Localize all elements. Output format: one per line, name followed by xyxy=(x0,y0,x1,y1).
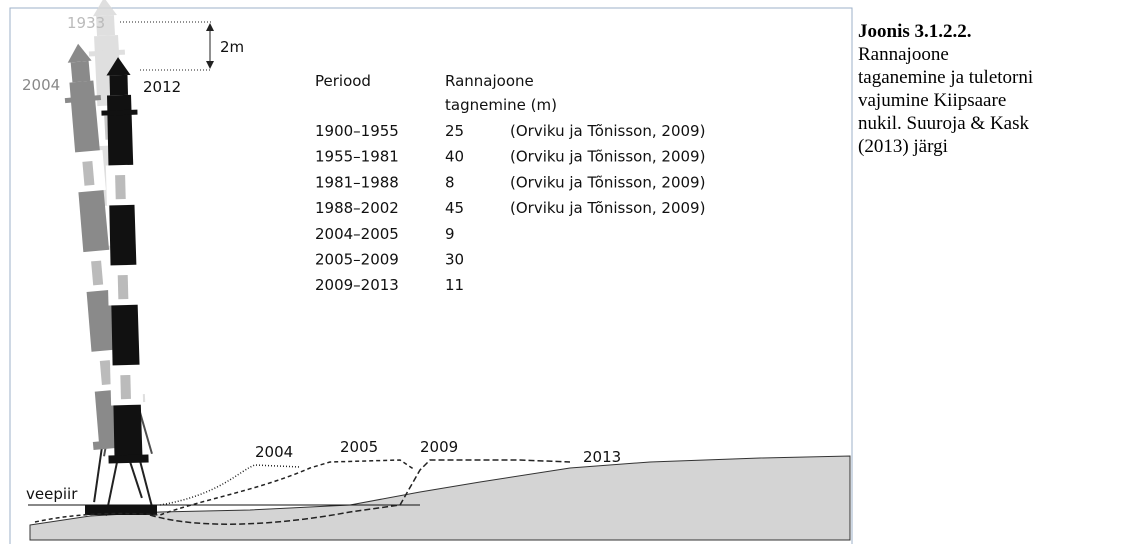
table-header: Rannajoone xyxy=(445,72,534,90)
table-cell: 1988–2002 xyxy=(315,199,399,217)
caption-text: Rannajoone taganemine ja tuletorni vajumin… xyxy=(858,43,1133,158)
tower-year: 2004 xyxy=(22,76,60,94)
caption-line: vajumine Kiipsaare xyxy=(858,90,1007,111)
table-cell: 40 xyxy=(445,148,464,166)
caption-line: (2013) järgi xyxy=(858,136,948,157)
shore-2009 xyxy=(149,459,571,525)
shore-2005 xyxy=(34,459,416,523)
table-cell: 1981–1988 xyxy=(315,173,399,191)
table-cell: 2009–2013 xyxy=(315,276,399,294)
table-cell: 1955–1981 xyxy=(315,148,399,166)
caption-title: Joonis 3.1.2.2. xyxy=(858,21,972,42)
table-cell: 8 xyxy=(445,173,455,191)
caption: Joonis 3.1.2.2. Rannajoone taganemine ja … xyxy=(858,20,1133,158)
caption-line: taganemine ja tuletorni xyxy=(858,67,1034,88)
ground xyxy=(29,455,851,541)
table-cell: 9 xyxy=(445,225,455,243)
table-header: Periood xyxy=(315,72,371,90)
table-cell: 30 xyxy=(445,251,464,269)
shore-year: 2005 xyxy=(340,438,378,456)
table-cell: (Orviku ja Tõnisson, 2009) xyxy=(510,173,705,191)
arrow-head xyxy=(206,61,214,69)
table-cell: 2005–2009 xyxy=(315,251,399,269)
table-header: tagnemine (m) xyxy=(445,96,557,114)
shore-year: 2004 xyxy=(255,443,293,461)
shore-2004 xyxy=(159,464,301,506)
table-cell: (Orviku ja Tõnisson, 2009) xyxy=(510,122,705,140)
table-rows: 1900–1955 25 (Orviku ja Tõnisson, 2009) 195… xyxy=(315,122,705,294)
shore-year: 2009 xyxy=(420,438,458,456)
tower-year: 1933 xyxy=(67,14,105,32)
shore-year: 2013 xyxy=(583,448,621,466)
tower-year: 2012 xyxy=(143,78,181,96)
tower-base xyxy=(85,505,157,515)
table-cell: (Orviku ja Tõnisson, 2009) xyxy=(510,148,705,166)
table-cell: 25 xyxy=(445,122,464,140)
waterline-label: veepiir xyxy=(26,485,78,503)
arrow-head xyxy=(206,23,214,31)
table-cell: 1900–1955 xyxy=(315,122,399,140)
frame xyxy=(9,7,853,544)
table-cell: 45 xyxy=(445,199,464,217)
figure: 1933 2004 2012 2m 2004 2005 2009 2013 ve… xyxy=(9,0,853,544)
caption-line: nukil. Suuroja & Kask xyxy=(858,113,1029,134)
table-cell: 11 xyxy=(445,276,464,294)
height-label: 2m xyxy=(220,38,244,56)
table-cell: (Orviku ja Tõnisson, 2009) xyxy=(510,199,705,217)
caption-line: Rannajoone xyxy=(858,44,949,65)
table-cell: 2004–2005 xyxy=(315,225,399,243)
